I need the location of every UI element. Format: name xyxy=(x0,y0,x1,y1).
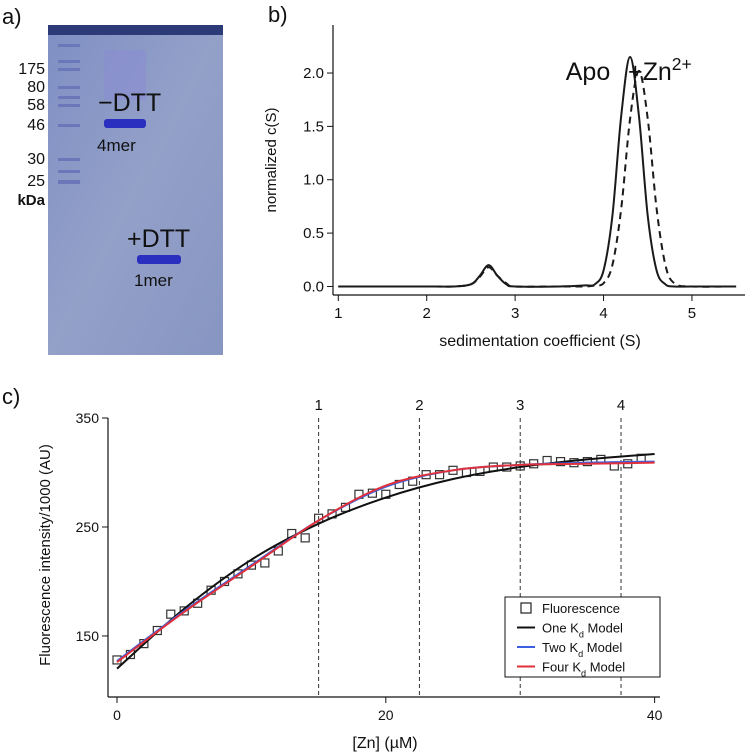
x-tick-label: 4 xyxy=(599,305,607,322)
series-label: +Zn2+ xyxy=(628,54,692,86)
legend-label: One Kd Model xyxy=(542,621,623,640)
data-point xyxy=(582,456,593,467)
vertical-marker-label: 1 xyxy=(314,397,322,414)
series-label: Apo xyxy=(566,58,610,86)
marker-label: 25 xyxy=(27,173,45,190)
data-point xyxy=(152,625,162,636)
legend-label: Four Kd Model xyxy=(542,660,625,679)
ladder-band xyxy=(58,86,80,89)
legend-label: Fluorescence xyxy=(542,601,620,616)
y-tick-label: 2.0 xyxy=(303,65,324,82)
legend-symbol xyxy=(520,602,532,614)
data-point xyxy=(260,558,270,568)
panel-label: b) xyxy=(268,2,288,27)
gel-annotation: 1mer xyxy=(134,271,173,290)
band-4mer xyxy=(104,119,146,128)
y-tick-label: 350 xyxy=(76,410,100,426)
ladder-band xyxy=(58,44,80,47)
data-point xyxy=(166,609,176,619)
series-line xyxy=(338,69,737,288)
series-line xyxy=(116,452,655,670)
y-tick-label: 150 xyxy=(76,628,100,644)
legend-label-part: d xyxy=(581,669,586,679)
x-tick-label: 3 xyxy=(511,305,519,322)
data-point xyxy=(233,569,243,579)
legend-label-part: Model xyxy=(583,640,622,655)
series-label-part: 2+ xyxy=(672,54,692,74)
vertical-marker-label: 3 xyxy=(516,397,524,414)
x-axis-title: [Zn] (µM) xyxy=(352,735,417,752)
y-tick-label: 1.5 xyxy=(303,118,324,135)
legend-label-part: Four K xyxy=(542,660,581,675)
legend-label-part: d xyxy=(579,630,584,640)
gel-wells xyxy=(48,25,223,35)
series-line xyxy=(338,56,737,288)
vertical-marker-label: 2 xyxy=(415,397,423,414)
ladder-band xyxy=(58,68,80,71)
ladder-band xyxy=(58,104,80,107)
series-label-part: +Zn xyxy=(628,58,672,86)
y-axis-title: normalized c(S) xyxy=(263,107,280,212)
gel-annotation: +DTT xyxy=(127,225,190,253)
x-tick-label: 40 xyxy=(647,707,663,723)
y-axis-title: Fluorescence intensity/1000 (AU) xyxy=(37,444,54,666)
y-tick-label: 0.0 xyxy=(303,278,324,295)
panel-label: c) xyxy=(2,384,20,409)
legend-label-part: d xyxy=(578,649,583,659)
marker-label: 58 xyxy=(27,97,45,114)
gel-annotation: −DTT xyxy=(98,89,161,117)
x-tick-label: 0 xyxy=(113,707,121,723)
ladder-band xyxy=(58,158,80,161)
legend-label-part: Model xyxy=(586,660,625,675)
band-1mer xyxy=(137,255,181,264)
data-point xyxy=(246,560,257,570)
data-point xyxy=(300,533,310,543)
x-tick-label: 2 xyxy=(423,305,431,322)
x-tick-label: 5 xyxy=(688,305,696,322)
legend-label-part: Two K xyxy=(542,640,578,655)
marker-label: 30 xyxy=(27,151,45,168)
gel-annotation: 4mer xyxy=(97,136,136,155)
data-point xyxy=(434,470,445,480)
ladder-band xyxy=(58,170,80,173)
legend-label-part: Model xyxy=(584,621,623,636)
x-axis-title: sedimentation coefficient (S) xyxy=(439,333,641,350)
vertical-marker-label: 4 xyxy=(617,397,625,414)
legend-label: Two Kd Model xyxy=(542,640,622,659)
x-tick-label: 1 xyxy=(334,305,342,322)
legend-label-part: One K xyxy=(542,621,579,636)
smear xyxy=(104,50,146,100)
y-tick-label: 250 xyxy=(76,519,100,535)
panel-label: a) xyxy=(2,4,22,29)
data-point xyxy=(502,462,512,472)
y-tick-label: 1.0 xyxy=(303,172,324,189)
ladder-band xyxy=(58,124,80,127)
gel xyxy=(48,25,223,355)
ladder-band xyxy=(58,96,80,99)
marker-label: 175 xyxy=(18,61,45,78)
ladder-band xyxy=(58,60,80,63)
ladder-band xyxy=(58,180,80,184)
marker-unit: kDa xyxy=(17,192,45,209)
y-tick-label: 0.5 xyxy=(303,225,324,242)
marker-label: 80 xyxy=(27,79,45,96)
x-tick-label: 20 xyxy=(378,707,394,723)
series-line xyxy=(116,461,655,663)
marker-label: 46 xyxy=(27,117,45,134)
